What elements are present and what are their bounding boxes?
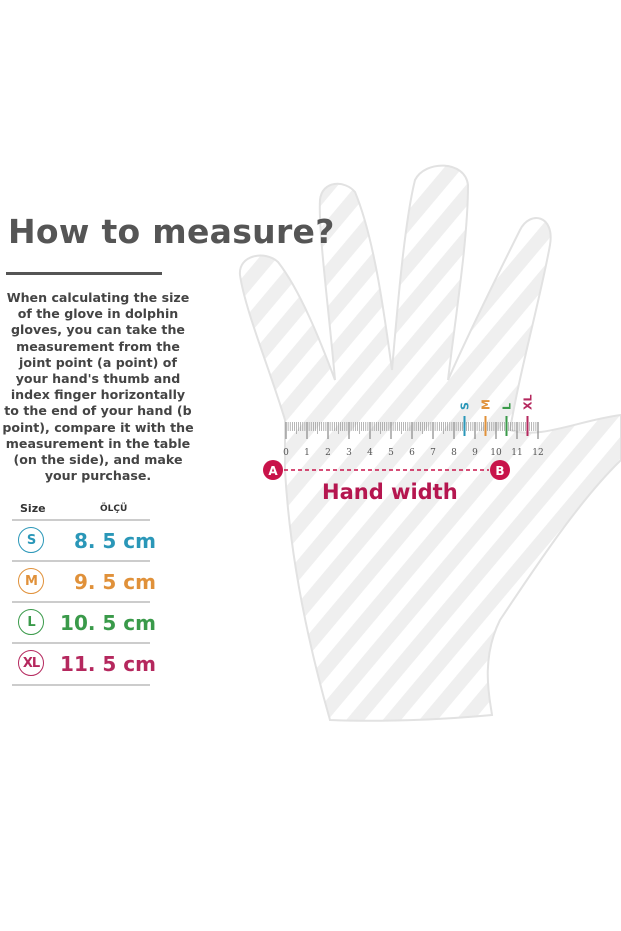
ruler-label: 1	[304, 448, 310, 458]
size-markers: S M L XL	[459, 395, 535, 436]
size-row-s: S 8. 5 cm	[12, 519, 156, 561]
point-b-label: B	[495, 464, 504, 478]
title-underline	[6, 272, 162, 275]
size-measurement: 9. 5 cm	[73, 570, 156, 594]
point-a-label: A	[268, 464, 278, 478]
ruler-label: 7	[430, 448, 436, 458]
size-marker-label: L	[501, 403, 514, 410]
size-column-header: Size	[20, 502, 46, 515]
size-measurement: 11. 5 cm	[60, 652, 156, 676]
size-row-xl: XL 11. 5 cm	[12, 642, 156, 686]
ruler-label: 12	[532, 448, 543, 458]
ruler: 0 1 2 3 4 5 6 7 8 9 10 11 12	[283, 422, 544, 458]
size-measurement: 10. 5 cm	[60, 611, 156, 635]
size-row-l: L 10. 5 cm	[12, 601, 156, 643]
hand-width-label: Hand width	[322, 480, 458, 504]
ruler-label: 0	[283, 448, 289, 458]
size-measurement: 8. 5 cm	[73, 529, 156, 553]
instructions-text: When calculating the size of the glove i…	[2, 290, 194, 484]
ruler-label: 6	[409, 448, 415, 458]
ruler-label: 8	[451, 448, 457, 458]
ruler-label: 9	[472, 448, 478, 458]
size-badge: S	[18, 527, 44, 553]
point-b-marker	[490, 460, 510, 480]
size-badge: L	[18, 609, 44, 635]
size-marker-label: XL	[522, 395, 535, 411]
ruler-label: 10	[490, 448, 502, 458]
ruler-label: 3	[346, 448, 352, 458]
size-marker-label: M	[480, 399, 493, 410]
ruler-label: 4	[367, 448, 373, 458]
measure-column-header: ÖLÇÜ	[100, 504, 128, 514]
ruler-label: 11	[511, 448, 522, 458]
size-marker-label: S	[459, 402, 472, 410]
size-row-m: M 9. 5 cm	[12, 560, 156, 602]
ruler-label: 5	[388, 448, 394, 458]
ruler-label: 2	[325, 448, 331, 458]
point-a-marker	[263, 460, 283, 480]
size-badge: M	[18, 568, 44, 594]
size-badge: XL	[18, 650, 44, 676]
glove-outline	[238, 164, 621, 722]
page-title: How to measure?	[8, 212, 335, 251]
